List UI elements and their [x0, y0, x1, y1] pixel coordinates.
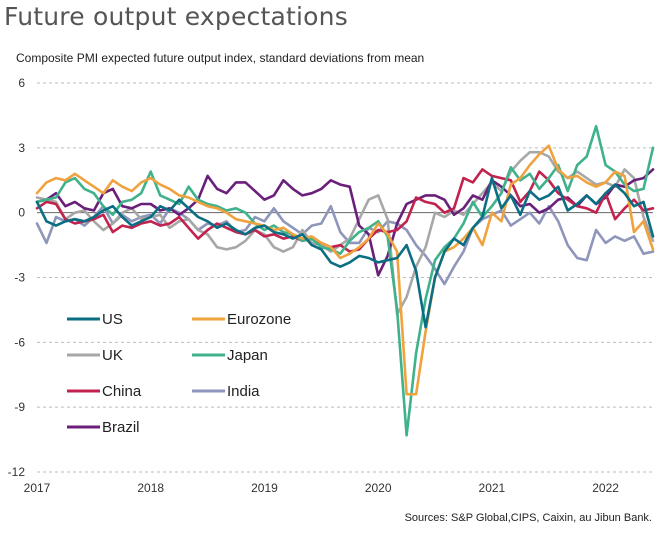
series-line-brazil — [35, 168, 655, 277]
x-axis-ticks: 2017 2018 2019 2020 2021 2022 — [24, 481, 620, 495]
y-tick-label: 0 — [18, 206, 25, 220]
y-tick-label: -9 — [14, 400, 25, 414]
series-line-eurozone — [35, 144, 655, 396]
chart-subtitle: Composite PMI expected future output ind… — [16, 51, 425, 65]
legend-label-india: India — [227, 383, 260, 400]
series-lines — [35, 124, 655, 437]
legend-label-us: US — [102, 311, 123, 328]
y-tick-label: 3 — [18, 141, 25, 155]
y-tick-label: -6 — [14, 335, 25, 349]
y-tick-label: 6 — [18, 76, 25, 90]
series-line-uk — [35, 150, 655, 316]
legend-label-japan: Japan — [227, 347, 268, 364]
x-tick-label: 2021 — [479, 481, 506, 495]
x-tick-label: 2018 — [137, 481, 164, 495]
legend-label-uk: UK — [102, 347, 123, 364]
legend-label-eurozone: Eurozone — [227, 311, 291, 328]
x-tick-label: 2020 — [365, 481, 392, 495]
y-axis-ticks: 6 3 0 -3 -6 -9 -12 — [8, 76, 26, 479]
series-line-us — [35, 176, 655, 329]
series-line-japan — [35, 124, 655, 437]
x-tick-label: 2019 — [251, 481, 278, 495]
legend: US Eurozone UK Japan China India Brazil — [67, 311, 291, 436]
x-tick-label: 2017 — [24, 481, 51, 495]
legend-label-china: China — [102, 383, 142, 400]
gridlines — [37, 82, 653, 473]
y-tick-label: -12 — [8, 465, 26, 479]
y-tick-label: -3 — [14, 271, 25, 285]
source-note: Sources: S&P Global,CIPS, Caixin, au Jib… — [404, 512, 652, 524]
legend-label-brazil: Brazil — [102, 419, 140, 436]
chart-title: Future output expectations — [4, 2, 348, 31]
x-tick-label: 2022 — [592, 481, 619, 495]
